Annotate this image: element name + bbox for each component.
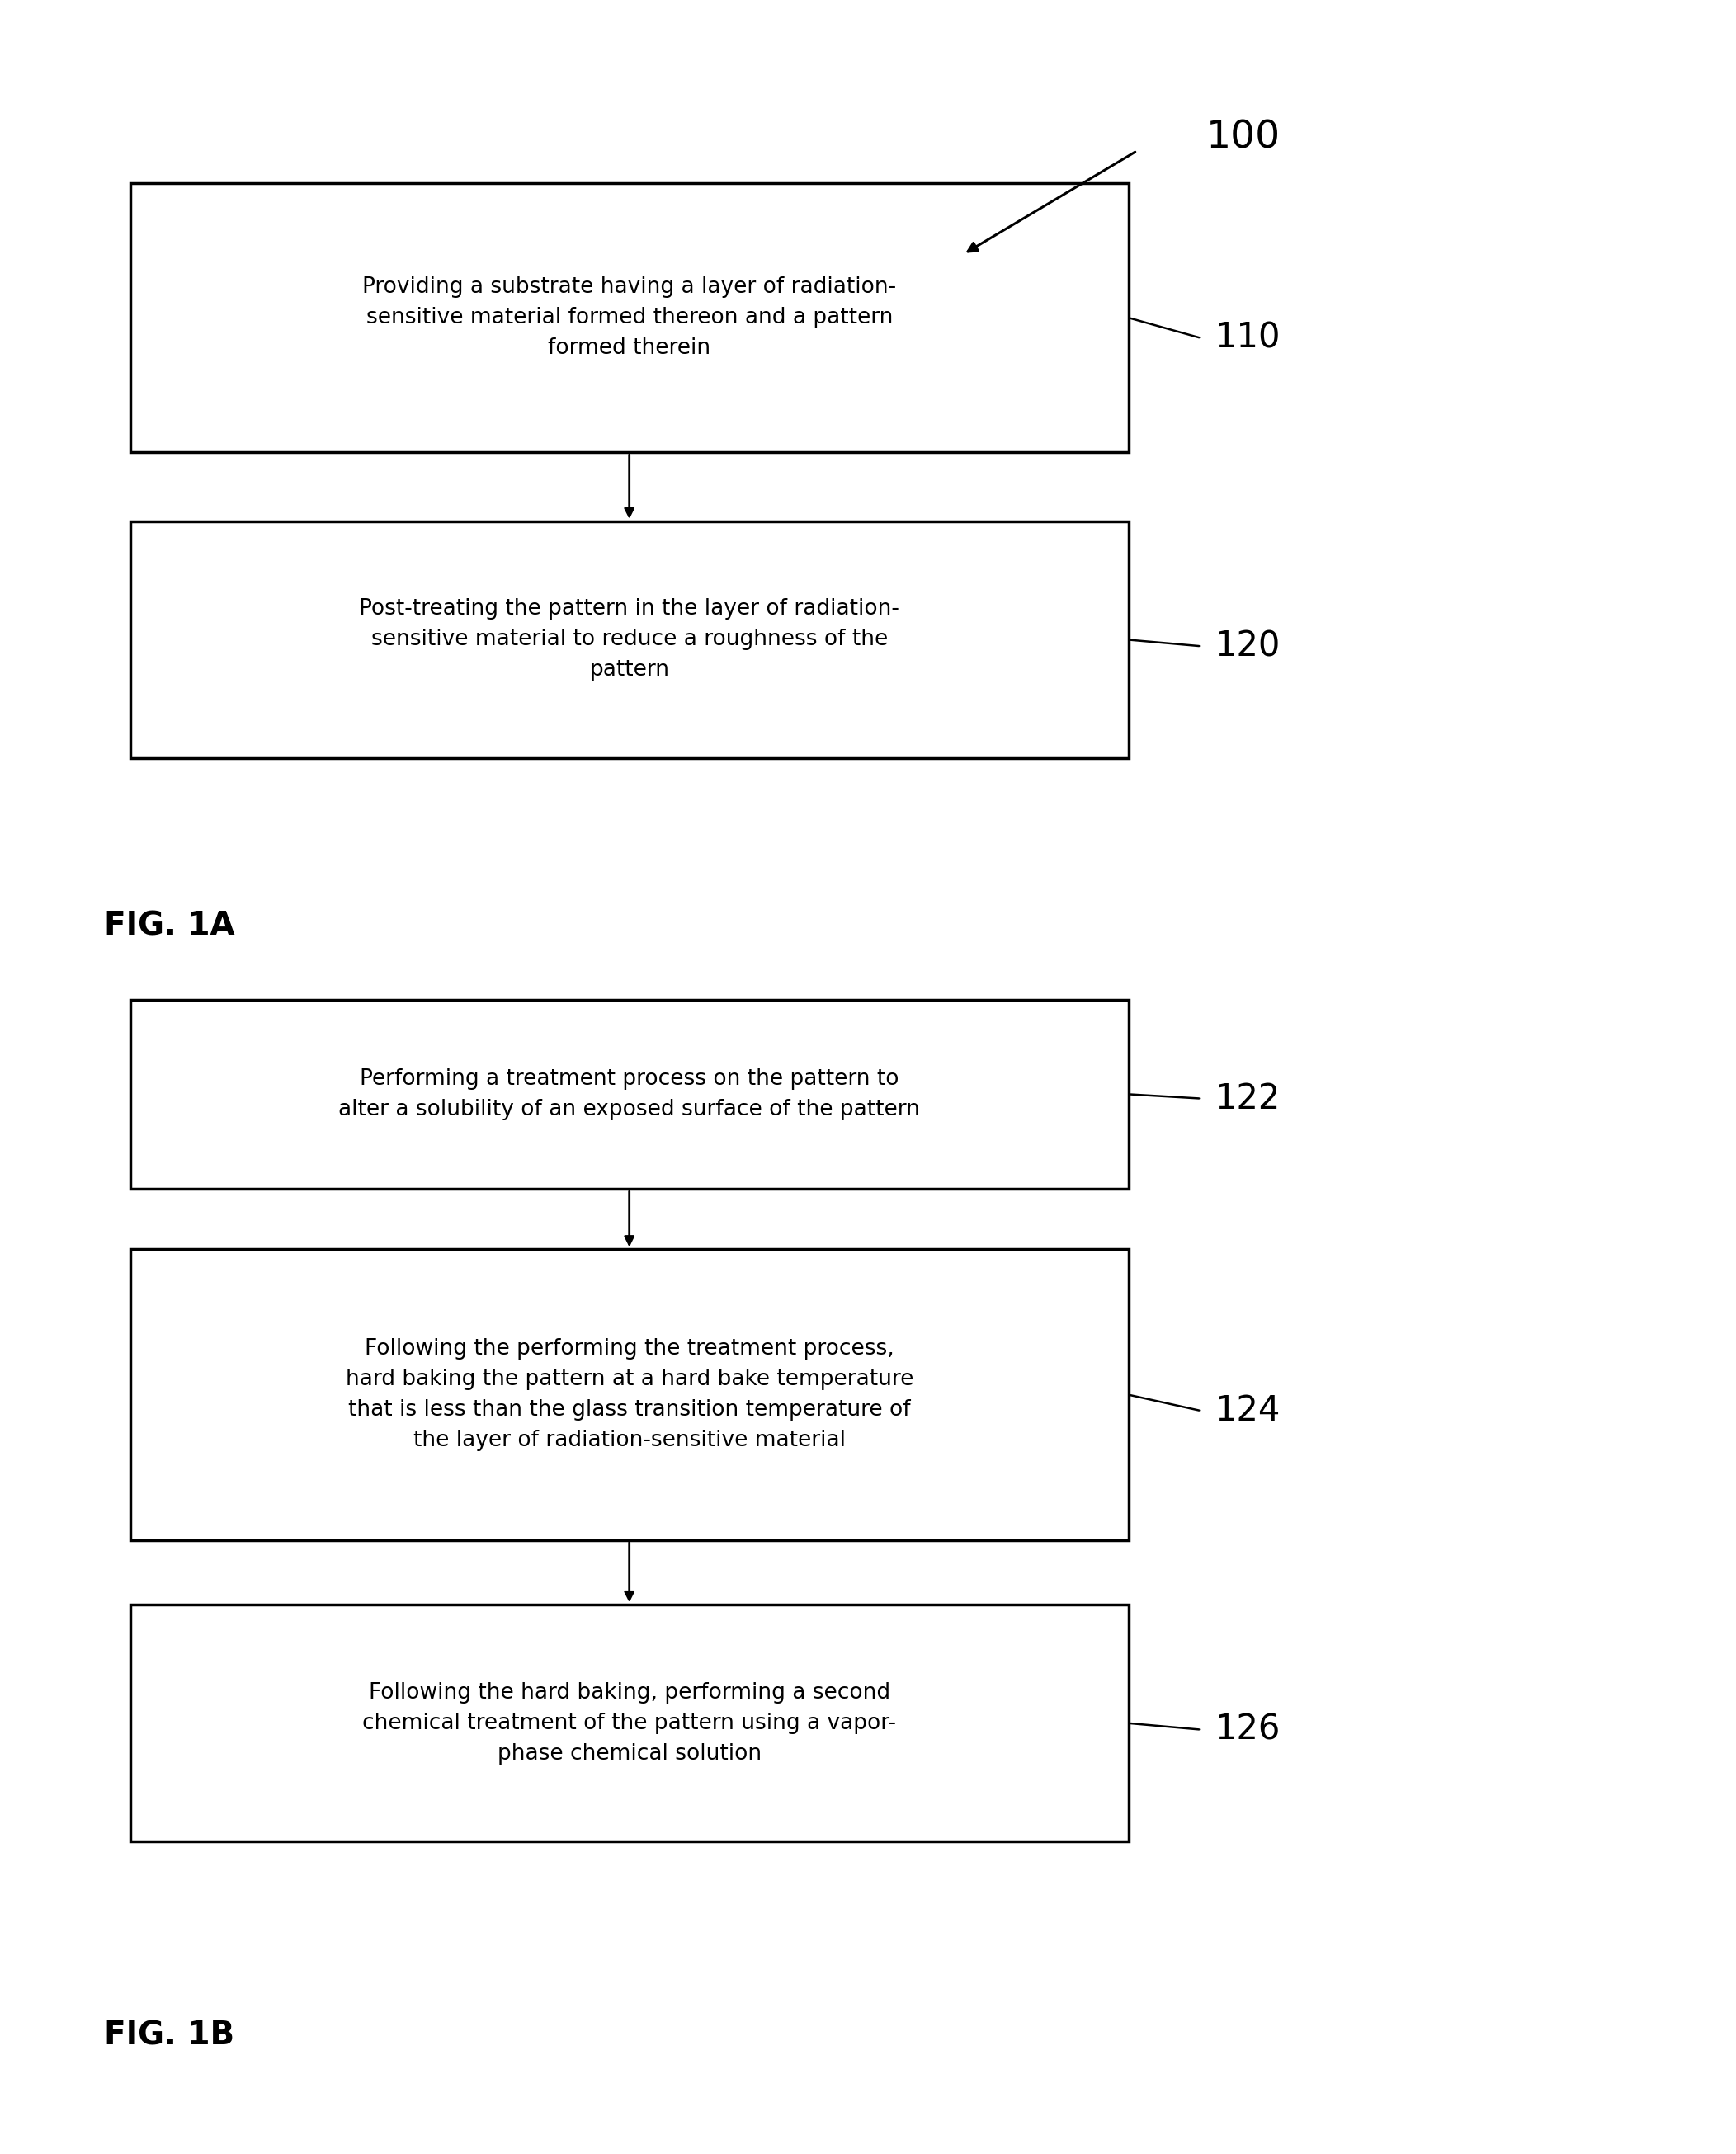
Text: Following the performing the treatment process,
hard baking the pattern at a har: Following the performing the treatment p… (345, 1338, 913, 1452)
Text: 122: 122 (1215, 1081, 1281, 1116)
Text: 100: 100 (1207, 118, 1281, 157)
FancyBboxPatch shape (130, 183, 1128, 452)
FancyBboxPatch shape (130, 1249, 1128, 1540)
FancyBboxPatch shape (130, 999, 1128, 1189)
Text: 126: 126 (1215, 1712, 1281, 1747)
Text: FIG. 1A: FIG. 1A (104, 911, 234, 941)
Text: Providing a substrate having a layer of radiation-
sensitive material formed the: Providing a substrate having a layer of … (363, 276, 896, 360)
Text: 120: 120 (1215, 629, 1281, 663)
FancyBboxPatch shape (130, 521, 1128, 758)
Text: 110: 110 (1215, 321, 1281, 355)
Text: Post-treating the pattern in the layer of radiation-
sensitive material to reduc: Post-treating the pattern in the layer o… (359, 599, 899, 681)
Text: Following the hard baking, performing a second
chemical treatment of the pattern: Following the hard baking, performing a … (363, 1682, 896, 1764)
Text: Performing a treatment process on the pattern to
alter a solubility of an expose: Performing a treatment process on the pa… (339, 1068, 920, 1120)
FancyBboxPatch shape (130, 1605, 1128, 1842)
Text: 124: 124 (1215, 1394, 1281, 1428)
Text: FIG. 1B: FIG. 1B (104, 2020, 234, 2051)
